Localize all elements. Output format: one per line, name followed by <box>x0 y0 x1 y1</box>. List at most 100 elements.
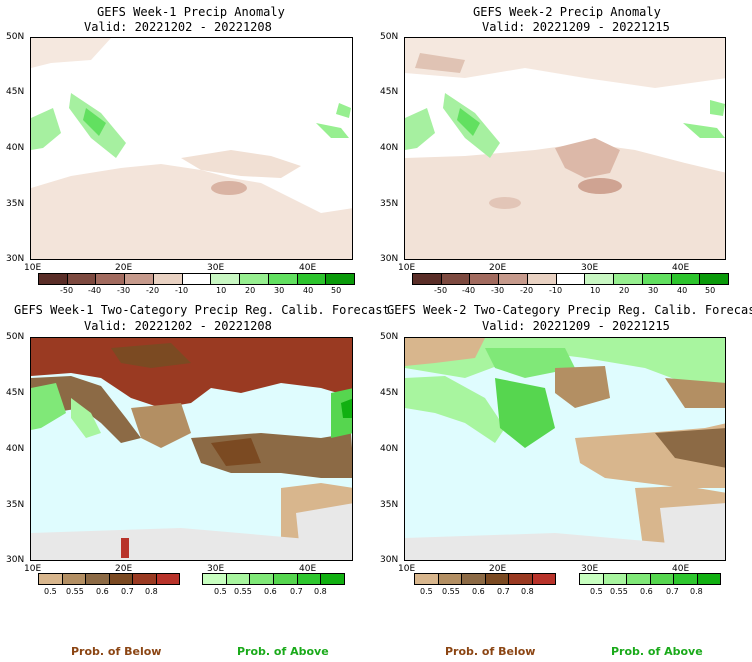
colorbar-label: 40 <box>677 286 688 295</box>
colorbar-label: -30 <box>491 286 505 295</box>
colorbar-swatch-3 <box>109 574 133 584</box>
lon-label: 20E <box>115 564 133 574</box>
colorbar-swatch-4 <box>674 574 698 584</box>
colorbar-swatch-4 <box>133 574 157 584</box>
colorbar-swatches <box>38 573 180 585</box>
colorbar-label: -20 <box>520 286 534 295</box>
colorbar-label: 0.55 <box>610 587 628 596</box>
colorbar-label: 10 <box>590 286 601 295</box>
colorbar-label: 0.5 <box>590 587 603 596</box>
lat-label: 45N <box>380 87 399 97</box>
lat-label: 45N <box>6 87 25 97</box>
colorbar-label: 0.55 <box>66 587 84 596</box>
probability-map <box>30 337 353 561</box>
colorbar-label: 0.6 <box>640 587 653 596</box>
colorbar-swatch-3 <box>274 574 298 584</box>
lon-label: 10E <box>398 564 416 574</box>
lat-label: 35N <box>380 199 399 209</box>
colorbar-label: -20 <box>146 286 160 295</box>
colorbar-swatch-6 <box>211 274 241 284</box>
colorbar-swatch-8 <box>642 274 672 284</box>
colorbar-swatch-0 <box>39 574 63 584</box>
lon-label: 20E <box>489 564 507 574</box>
colorbar-swatch-5 <box>556 274 586 284</box>
colorbar-swatch-4 <box>153 274 183 284</box>
colorbar-swatch-5 <box>156 574 179 584</box>
lon-label: 40E <box>299 263 317 273</box>
colorbar-swatch-5 <box>697 574 720 584</box>
colorbar-swatch-4 <box>527 274 557 284</box>
colorbar-label: 40 <box>303 286 314 295</box>
lat-label: 35N <box>6 199 25 209</box>
lat-label: 40N <box>380 444 399 454</box>
colorbar-label: 0.5 <box>420 587 433 596</box>
colorbar-swatch-2 <box>627 574 651 584</box>
colorbar-label: 20 <box>245 286 256 295</box>
probability-field <box>31 338 352 560</box>
colorbar-label: 0.8 <box>521 587 534 596</box>
colorbar-label: -10 <box>549 286 563 295</box>
probability-field <box>405 338 725 560</box>
lat-label: 40N <box>6 444 25 454</box>
colorbar-swatch-0 <box>580 574 604 584</box>
colorbar-label: 30 <box>648 286 659 295</box>
colorbar-swatch-10 <box>326 274 355 284</box>
anomaly-map <box>30 37 353 260</box>
colorbar-swatch-3 <box>485 574 509 584</box>
colorbar-label: 0.6 <box>264 587 277 596</box>
panel-valid-dates: Valid: 20221202 - 20221208 <box>84 20 272 34</box>
lon-label: 10E <box>398 263 416 273</box>
lat-label: 30N <box>380 254 399 264</box>
colorbar-swatch-1 <box>603 574 627 584</box>
colorbar-label: 0.55 <box>442 587 460 596</box>
colorbar-swatch-9 <box>671 274 701 284</box>
prob-below-caption: Prob. of Below <box>71 645 162 658</box>
lon-label: 40E <box>672 263 690 273</box>
colorbar-swatch-7 <box>240 274 269 284</box>
prob-above-caption: Prob. of Above <box>237 645 329 658</box>
colorbar-label: 20 <box>619 286 630 295</box>
panel-title: GEFS Week-1 Two-Category Precip Reg. Cal… <box>14 303 390 317</box>
panel-title: GEFS Week-2 Precip Anomaly <box>473 5 661 19</box>
prob-above-caption: Prob. of Above <box>611 645 703 658</box>
lon-label: 40E <box>672 564 690 574</box>
lat-label: 35N <box>6 500 25 510</box>
anomaly-field <box>31 38 352 259</box>
colorbar-label: 0.8 <box>314 587 327 596</box>
panel-valid-dates: Valid: 20221209 - 20221215 <box>482 20 670 34</box>
lon-label: 30E <box>581 564 599 574</box>
colorbar-swatch-1 <box>67 274 97 284</box>
probability-map <box>404 337 726 561</box>
colorbar-swatch-5 <box>182 274 212 284</box>
colorbar-swatch-7 <box>614 274 643 284</box>
colorbar-swatch-5 <box>321 574 345 584</box>
colorbar-label: 0.6 <box>472 587 485 596</box>
lon-label: 20E <box>115 263 133 273</box>
colorbar-label: 0.7 <box>290 587 303 596</box>
colorbar-swatch-1 <box>438 574 462 584</box>
colorbar-label: -40 <box>88 286 102 295</box>
colorbar-swatch-2 <box>86 574 110 584</box>
colorbar-swatch-4 <box>297 574 322 584</box>
lat-label: 50N <box>380 332 399 342</box>
colorbar-swatch-0 <box>203 574 227 584</box>
lat-label: 40N <box>380 143 399 153</box>
lon-label: 40E <box>299 564 317 574</box>
colorbar-swatch-9 <box>297 274 327 284</box>
colorbar-swatch-8 <box>268 274 298 284</box>
colorbar-label: 0.8 <box>690 587 703 596</box>
colorbar-label: 0.55 <box>234 587 252 596</box>
colorbar-label: 50 <box>705 286 716 295</box>
colorbar-swatch-10 <box>700 274 729 284</box>
colorbar-label: 0.7 <box>121 587 134 596</box>
colorbar-swatch-1 <box>62 574 86 584</box>
colorbar-swatch-2 <box>470 274 500 284</box>
colorbar-swatch-3 <box>125 274 154 284</box>
panel-valid-dates: Valid: 20221202 - 20221208 <box>84 319 272 333</box>
anomaly-field <box>405 38 725 259</box>
colorbar-swatch-3 <box>650 574 674 584</box>
colorbar-label: 10 <box>216 286 227 295</box>
colorbar-swatch-2 <box>96 274 126 284</box>
colorbar-label: 0.6 <box>96 587 109 596</box>
colorbar-swatches <box>202 573 345 585</box>
